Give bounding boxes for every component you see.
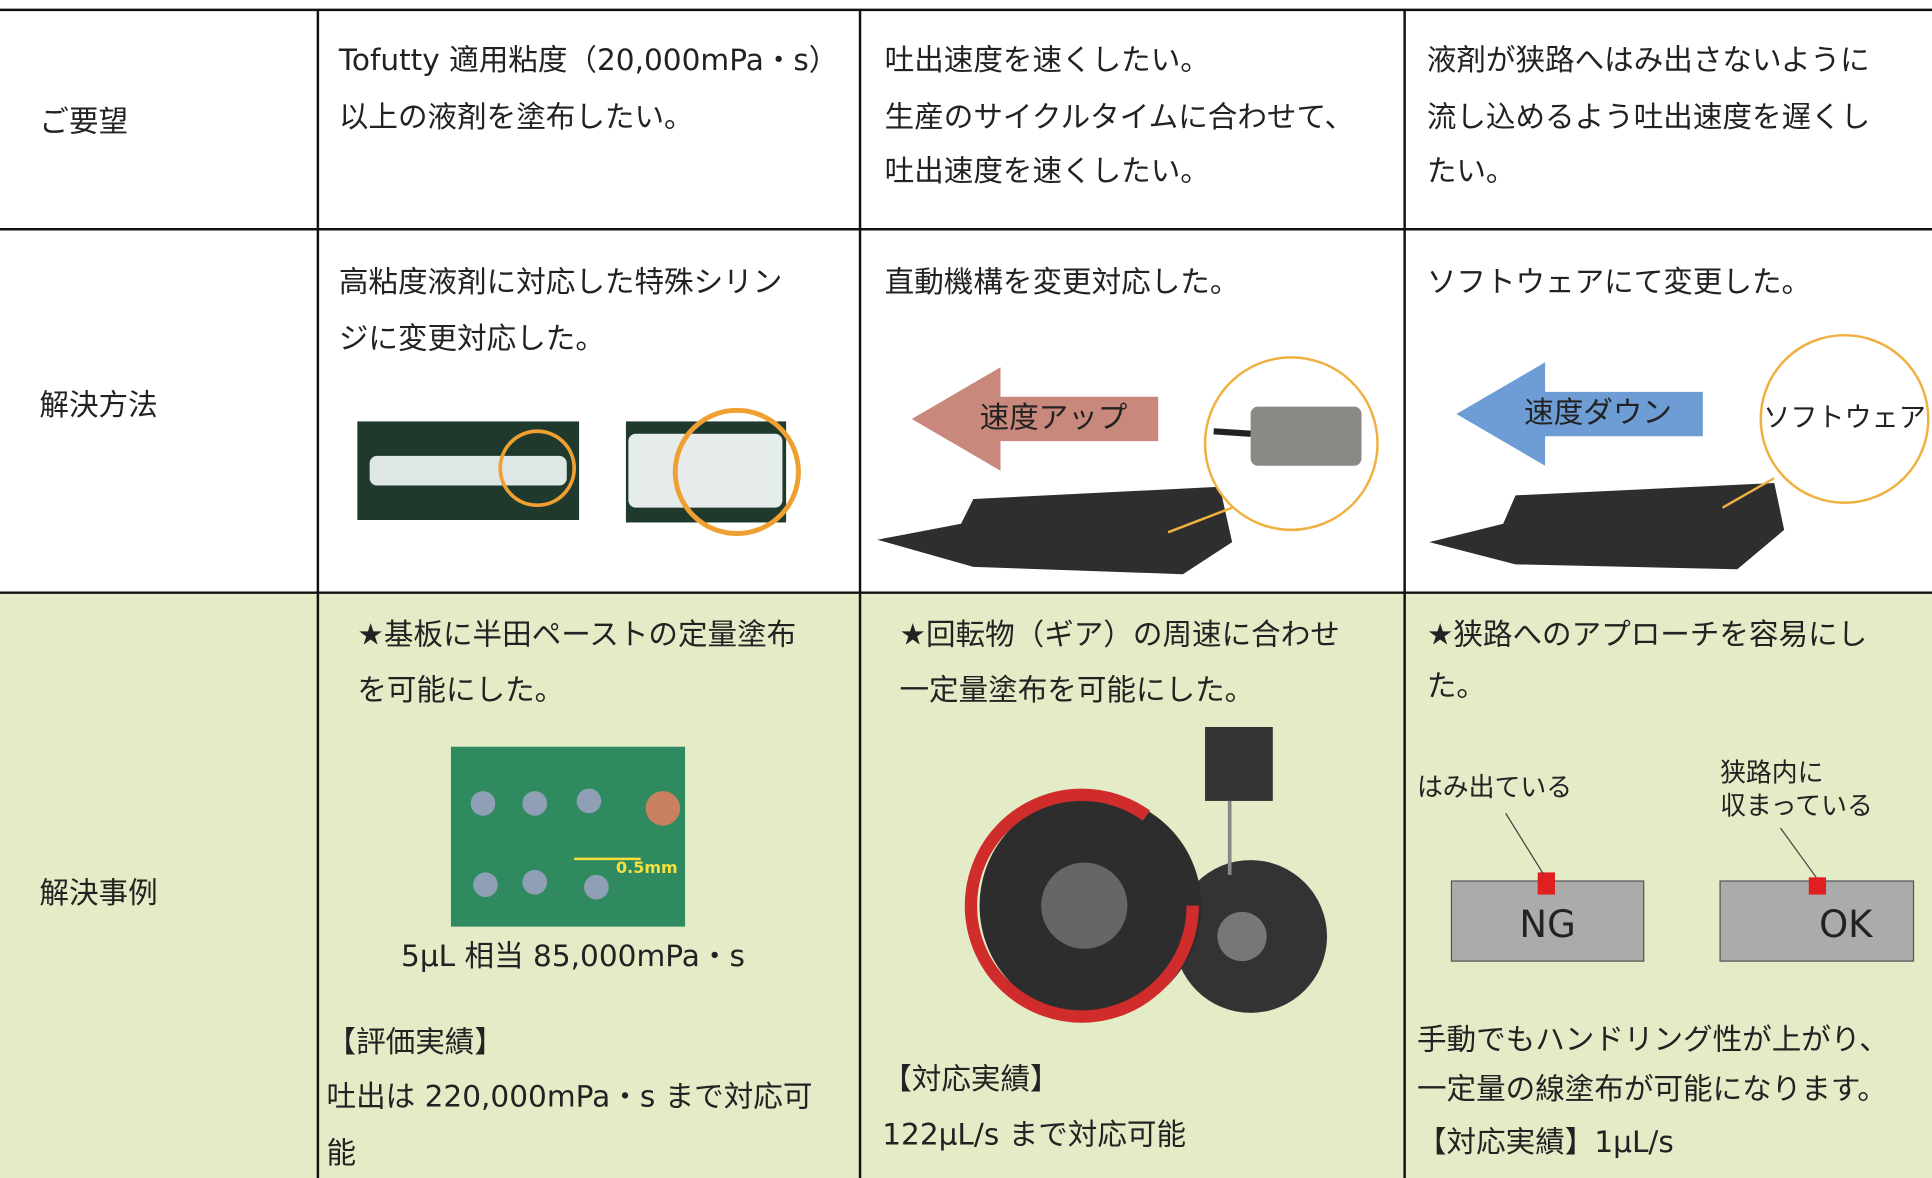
cell-text: 以上の液剤を塗布したい。 — [339, 100, 694, 134]
cell-text: 高粘度液剤に対応した特殊シリン — [339, 265, 782, 299]
cell-text: 一定量塗布を可能にした。 — [899, 673, 1254, 707]
figure-label: OK — [1819, 903, 1874, 946]
note: 吐出は 220,000mPa・s まで対応可 — [327, 1079, 813, 1113]
note: 能 — [327, 1136, 357, 1170]
cell-text: Tofutty 適用粘度（20,000mPa・s） — [338, 43, 839, 77]
row-header: 解決方法 — [39, 388, 157, 422]
pcb-figure — [450, 746, 686, 927]
cell-text: 流し込めるよう吐出速度を遅くし — [1427, 100, 1870, 134]
note: 【対応実績】1μL/s — [1417, 1125, 1674, 1159]
figure-label: 速度アップ — [980, 400, 1128, 434]
gap-figure — [1450, 812, 1915, 962]
cell-text: 吐出速度を速くしたい。 — [885, 43, 1210, 77]
figure-label: 収まっている — [1720, 792, 1873, 822]
cell-text: ★基板に半田ペーストの定量塗布 — [357, 617, 796, 651]
syringe-figure — [357, 407, 801, 537]
cell-text: ソフトウェアにて変更した。 — [1427, 265, 1811, 299]
cell-text: た。 — [1427, 669, 1486, 703]
note: 一定量の線塗布が可能になります。 — [1417, 1072, 1887, 1106]
cell-text: ★回転物（ギア）の周速に合わせ — [899, 617, 1339, 651]
figure-label: NG — [1519, 903, 1575, 946]
speed-up-figure — [877, 356, 1379, 575]
note: 【対応実績】 — [882, 1062, 1059, 1096]
cell-text: を可能にした。 — [357, 673, 564, 707]
figure-label: 速度ダウン — [1524, 396, 1672, 430]
cell-text: たい。 — [1427, 154, 1516, 188]
note: 手動でもハンドリング性が上がり、 — [1417, 1023, 1889, 1057]
gear-figure — [964, 727, 1328, 1023]
figure-label: 狭路内に — [1720, 758, 1823, 788]
figure-label: ソフトウェア — [1763, 402, 1926, 433]
cell-text: ジに変更対応した。 — [339, 322, 605, 356]
note: 【評価実績】 — [327, 1025, 504, 1059]
row-header: ご要望 — [39, 105, 128, 139]
speed-down-figure — [1429, 333, 1930, 570]
note: 122μL/s まで対応可能 — [882, 1118, 1186, 1152]
cell-text: 液剤が狭路へはみ出さないように — [1427, 43, 1870, 77]
cell-text: 直動機構を変更対応した。 — [885, 265, 1240, 299]
grid — [0, 8, 1932, 1178]
cell-text: 吐出速度を速くしたい。 — [885, 154, 1210, 188]
figure-label: はみ出ている — [1417, 773, 1572, 803]
caption: 5μL 相当 85,000mPa・s — [401, 939, 745, 973]
row-header: 解決事例 — [39, 876, 157, 910]
cell-text: 生産のサイクルタイムに合わせて、 — [885, 100, 1354, 134]
figure-label: 0.5mm — [616, 858, 678, 877]
cell-text: ★狭路へのアプローチを容易にし — [1427, 617, 1867, 651]
